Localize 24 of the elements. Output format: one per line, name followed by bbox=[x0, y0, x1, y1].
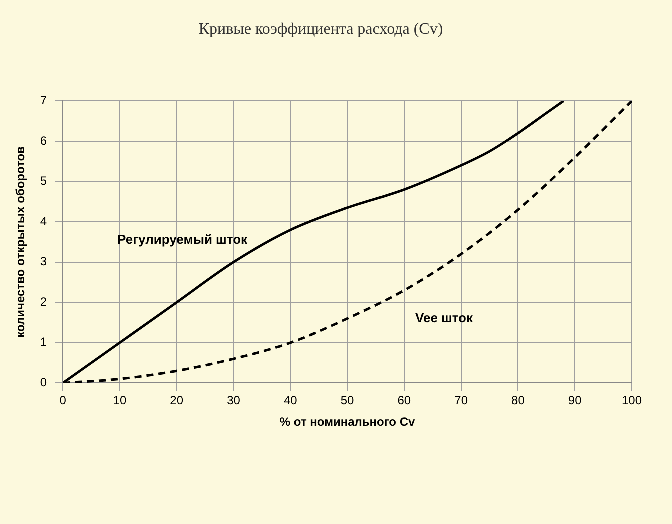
x-tick-label: 40 bbox=[284, 394, 298, 408]
x-axis-title: % от номинального Cv bbox=[280, 415, 416, 430]
y-tick-label: 0 bbox=[40, 376, 48, 390]
y-tick-label: 4 bbox=[40, 214, 48, 228]
y-tick-label: 1 bbox=[40, 335, 48, 350]
y-axis-title: количество открытых оборотов bbox=[14, 146, 28, 338]
y-tick-label: 2 bbox=[40, 294, 48, 309]
y-tick-label: 3 bbox=[40, 254, 48, 269]
y-tick-label: 6 bbox=[40, 134, 48, 148]
x-tick-label: 30 bbox=[227, 394, 241, 408]
series-label: Vee шток bbox=[415, 310, 474, 326]
x-tick-label: 100 bbox=[622, 394, 642, 408]
x-tick-label: 20 bbox=[170, 394, 184, 408]
x-tick-label: 0 bbox=[60, 394, 67, 408]
series-label: Регулируемый шток bbox=[118, 232, 248, 247]
chart-title: Кривые коэффициента расхода (Cv) bbox=[198, 20, 444, 38]
x-tick-label: 70 bbox=[454, 394, 468, 408]
x-tick-label: 90 bbox=[568, 394, 582, 408]
y-tick-label: 5 bbox=[40, 174, 48, 188]
y-tick-label: 7 bbox=[40, 94, 48, 108]
x-tick-label: 60 bbox=[398, 394, 412, 408]
x-tick-label: 80 bbox=[512, 394, 526, 408]
x-tick-label: 50 bbox=[340, 394, 355, 408]
x-tick-label: 10 bbox=[113, 394, 127, 408]
